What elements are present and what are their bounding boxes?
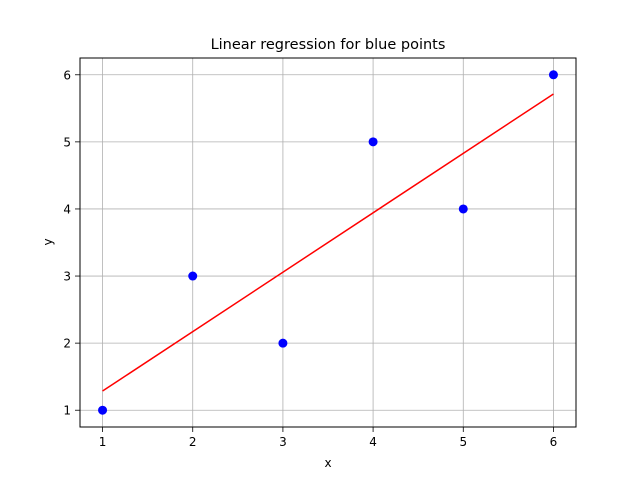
y-tick-label: 6 xyxy=(63,68,71,82)
x-tick-label: 4 xyxy=(369,435,377,449)
scatter-points xyxy=(98,70,558,415)
x-tick-label: 5 xyxy=(459,435,467,449)
scatter-point xyxy=(278,338,288,348)
regression-line xyxy=(102,93,554,392)
y-tick-label: 3 xyxy=(63,270,71,284)
scatter-point xyxy=(458,204,468,214)
x-axis: 1 2 3 4 5 6 xyxy=(99,427,558,449)
y-axis-label: y xyxy=(41,238,55,245)
scatter-point xyxy=(368,137,378,147)
x-axis-label: x xyxy=(324,456,331,470)
x-tick-label: 3 xyxy=(279,435,287,449)
y-tick-label: 2 xyxy=(63,337,71,351)
regression-line-series xyxy=(102,93,554,392)
y-tick-label: 4 xyxy=(63,202,71,216)
y-tick-label: 1 xyxy=(63,404,71,418)
chart-title: Linear regression for blue points xyxy=(211,37,446,53)
y-tick-label: 5 xyxy=(63,135,71,149)
x-tick-label: 1 xyxy=(99,435,107,449)
grid xyxy=(80,58,576,427)
plot-frame xyxy=(79,57,577,428)
scatter-point xyxy=(548,70,558,80)
scatter-point xyxy=(188,271,198,281)
x-tick-label: 6 xyxy=(550,435,558,449)
y-axis: 1 2 3 4 5 6 xyxy=(63,68,80,418)
scatter-point xyxy=(98,405,108,415)
x-tick-label: 2 xyxy=(189,435,197,449)
